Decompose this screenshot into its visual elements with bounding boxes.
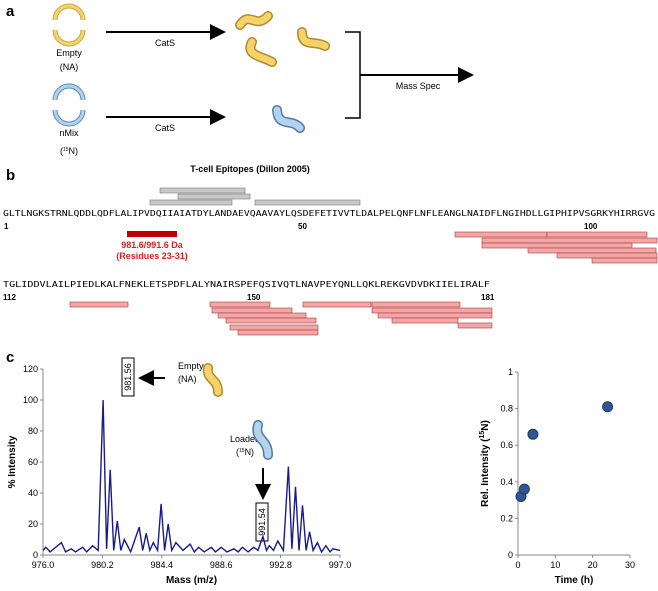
peak-box [121, 357, 135, 397]
panel-label: a [6, 3, 15, 20]
label: (15N) [236, 447, 254, 457]
x-axis-label: Time (h) [555, 575, 594, 586]
epitope-bars [149, 187, 361, 206]
residue-number: 181 [481, 293, 495, 302]
data-point [602, 401, 614, 413]
label: Empty [56, 48, 82, 58]
label: Empty [178, 361, 204, 371]
mass-label: (Residues 23-31) [116, 251, 188, 261]
data-point [527, 428, 539, 440]
residue-number: 100 [584, 222, 598, 231]
peak-label: 991.54 [257, 508, 267, 536]
residue-number: 150 [247, 293, 261, 302]
label: (NA) [60, 62, 79, 72]
peptides-yellow [235, 11, 330, 67]
x-tick-label: 997.0 [329, 560, 352, 570]
label: Mass Spec [396, 81, 441, 91]
x-tick-label: 976.0 [32, 560, 55, 570]
x-axis-label: Mass (m/z) [166, 575, 217, 586]
peptide-blue [272, 105, 305, 133]
y-tick-label: 0.4 [500, 477, 513, 487]
x-tick-label: 992.8 [269, 560, 292, 570]
y-tick-label: 20 [28, 519, 38, 529]
x-tick-label: 20 [588, 560, 598, 570]
peptide-icon [204, 364, 222, 396]
y-axis-label: % Intensity [7, 435, 18, 488]
epitope-title: T-cell Epitopes (Dillon 2005) [190, 164, 310, 174]
y-tick-label: 80 [28, 426, 38, 436]
panel-label: c [6, 349, 14, 366]
y-tick-label: 0.2 [500, 513, 513, 523]
nmix-protein [52, 83, 86, 127]
label: Loaded [230, 434, 260, 444]
y-tick-label: 60 [28, 457, 38, 467]
x-tick-label: 980.2 [91, 560, 114, 570]
peptide-icon [253, 421, 272, 459]
x-tick-label: 984.4 [151, 560, 174, 570]
x-tick-label: 988.6 [210, 560, 233, 570]
mass-label: 981.6/991.6 Da [121, 240, 184, 250]
sequence: GLTLNGKSTRNLQDDLQDFLALIPVDQIIAIATDYLANDA… [3, 209, 655, 218]
residue-number: 1 [4, 222, 9, 231]
label: CatS [155, 38, 175, 48]
y-axis-label: Rel. Intensity (15N) [479, 420, 491, 507]
y-tick-label: 0 [33, 550, 38, 560]
y-tick-label: 0 [508, 550, 513, 560]
panel-label: b [6, 167, 15, 184]
peak-label: 981.56 [123, 363, 133, 391]
y-tick-label: 120 [23, 364, 38, 374]
residue-number: 50 [298, 222, 307, 231]
bracket [345, 31, 361, 119]
x-tick-label: 10 [550, 560, 560, 570]
x-tick-label: 0 [515, 560, 520, 570]
y-tick-label: 1 [508, 367, 513, 377]
y-tick-label: 0.6 [500, 440, 513, 450]
cleavage-peptides [69, 231, 658, 336]
label: (NA) [178, 374, 197, 384]
sequence: TGLIDDVLAILPIEDLKALFNEKLETSPDFLALYNAIRSP… [3, 280, 490, 289]
spectrum-line [42, 399, 341, 554]
detected-peptide [127, 231, 177, 237]
x-tick-label: 30 [625, 560, 635, 570]
label: nMix [59, 128, 79, 138]
residue-number: 112 [3, 293, 16, 302]
y-tick-label: 40 [28, 488, 38, 498]
label: (15N) [60, 146, 78, 156]
data-point [518, 483, 530, 495]
y-tick-label: 0.8 [500, 404, 513, 414]
label: CatS [155, 123, 175, 133]
y-tick-label: 100 [23, 395, 38, 405]
empty-protein [52, 3, 86, 47]
